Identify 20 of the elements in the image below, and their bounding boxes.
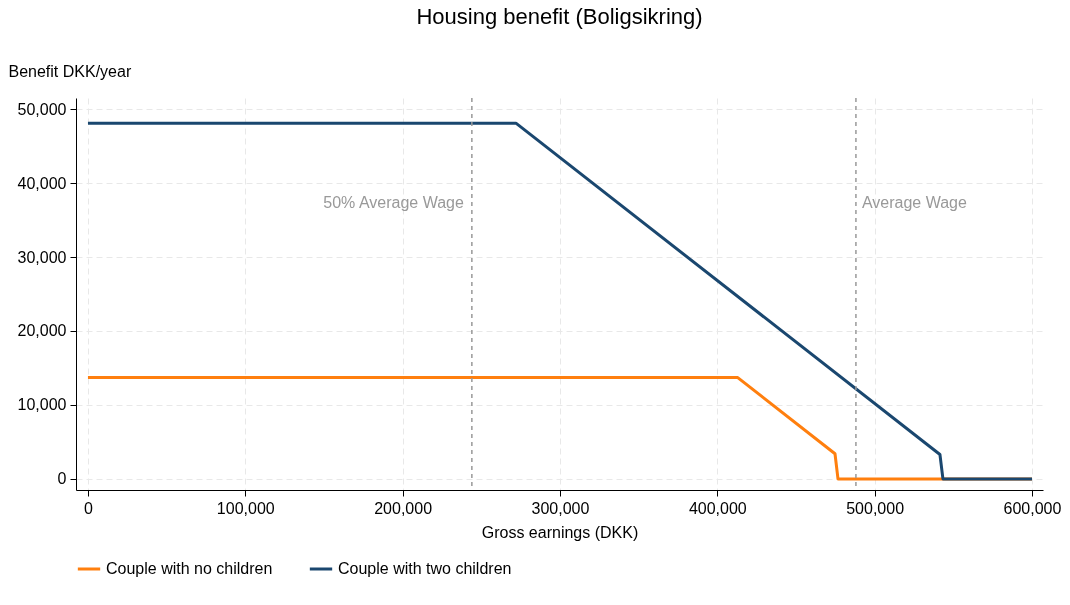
y-tick-label: 20,000 bbox=[17, 322, 67, 340]
legend-label: Couple with no children bbox=[106, 560, 273, 577]
y-tick-label: 50,000 bbox=[17, 100, 67, 118]
x-tick-label: 200,000 bbox=[374, 499, 433, 517]
x-tick-label: 300,000 bbox=[531, 499, 590, 517]
x-tick-label: 600,000 bbox=[1003, 499, 1062, 517]
x-tick-label: 400,000 bbox=[688, 499, 747, 517]
ref-line-label: 50% Average Wage bbox=[323, 194, 464, 211]
legend-label: Couple with two children bbox=[338, 560, 512, 577]
y-axis-title: Benefit DKK/year bbox=[8, 62, 132, 80]
x-tick-label: 100,000 bbox=[216, 499, 275, 517]
chart-title: Housing benefit (Boligsikring) bbox=[416, 4, 703, 29]
y-tick-label: 0 bbox=[57, 470, 67, 488]
x-axis-title: Gross earnings (DKK) bbox=[481, 523, 639, 541]
y-tick-label: 40,000 bbox=[17, 174, 67, 192]
x-tick-label: 500,000 bbox=[846, 499, 905, 517]
y-tick-label: 30,000 bbox=[17, 248, 67, 266]
y-tick-label: 10,000 bbox=[17, 396, 67, 414]
ref-line-label: Average Wage bbox=[861, 194, 967, 211]
x-tick-label: 0 bbox=[84, 499, 93, 517]
